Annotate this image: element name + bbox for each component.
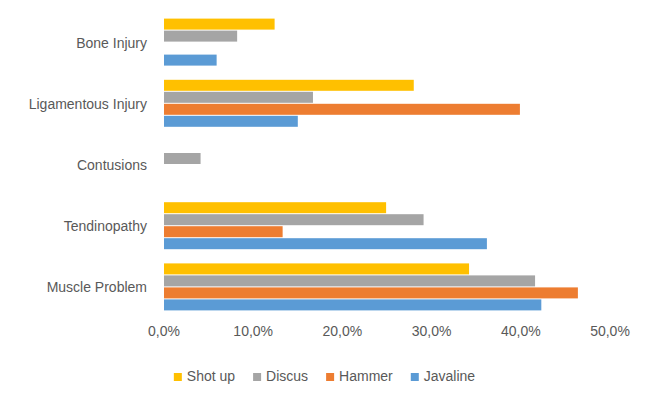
bar bbox=[164, 177, 165, 188]
bar bbox=[164, 19, 275, 30]
category-label: Bone Injury bbox=[76, 35, 147, 51]
category-label: Contusions bbox=[77, 157, 147, 173]
legend-label: Shot up bbox=[187, 368, 235, 384]
chart: Bone Injury Ligamentous Injury Contusions T… bbox=[0, 0, 649, 407]
bars bbox=[164, 19, 578, 311]
bar bbox=[164, 299, 541, 310]
bar bbox=[164, 275, 535, 286]
bar bbox=[164, 141, 165, 152]
tick-label: 0,0% bbox=[148, 323, 180, 339]
tick-label: 40,0% bbox=[501, 323, 541, 339]
tick-label: 10,0% bbox=[233, 323, 273, 339]
bar bbox=[164, 31, 237, 42]
bar bbox=[164, 80, 414, 91]
bar bbox=[164, 104, 520, 115]
bar bbox=[164, 43, 165, 54]
bar bbox=[164, 55, 217, 66]
bar bbox=[164, 165, 165, 176]
legend-label: Hammer bbox=[339, 368, 393, 384]
bar bbox=[164, 287, 578, 298]
legend-swatch bbox=[411, 373, 419, 381]
bar bbox=[164, 226, 283, 237]
legend-swatch bbox=[253, 373, 261, 381]
legend-label: Discus bbox=[266, 368, 308, 384]
bar bbox=[164, 92, 313, 103]
bar bbox=[164, 214, 424, 225]
bar bbox=[164, 202, 386, 213]
bar bbox=[164, 153, 201, 164]
bar bbox=[164, 238, 487, 249]
tick-label: 50,0% bbox=[590, 323, 630, 339]
category-label: Ligamentous Injury bbox=[29, 96, 147, 112]
legend-swatch bbox=[326, 373, 334, 381]
bar bbox=[164, 116, 298, 127]
tick-label: 20,0% bbox=[323, 323, 363, 339]
legend: Shot up Discus Hammer Javaline bbox=[174, 368, 476, 384]
category-label: Tendinopathy bbox=[64, 218, 147, 234]
category-label: Muscle Problem bbox=[47, 279, 147, 295]
legend-swatch bbox=[174, 373, 182, 381]
legend-label: Javaline bbox=[424, 368, 476, 384]
tick-label: 30,0% bbox=[412, 323, 452, 339]
bar bbox=[164, 263, 469, 274]
